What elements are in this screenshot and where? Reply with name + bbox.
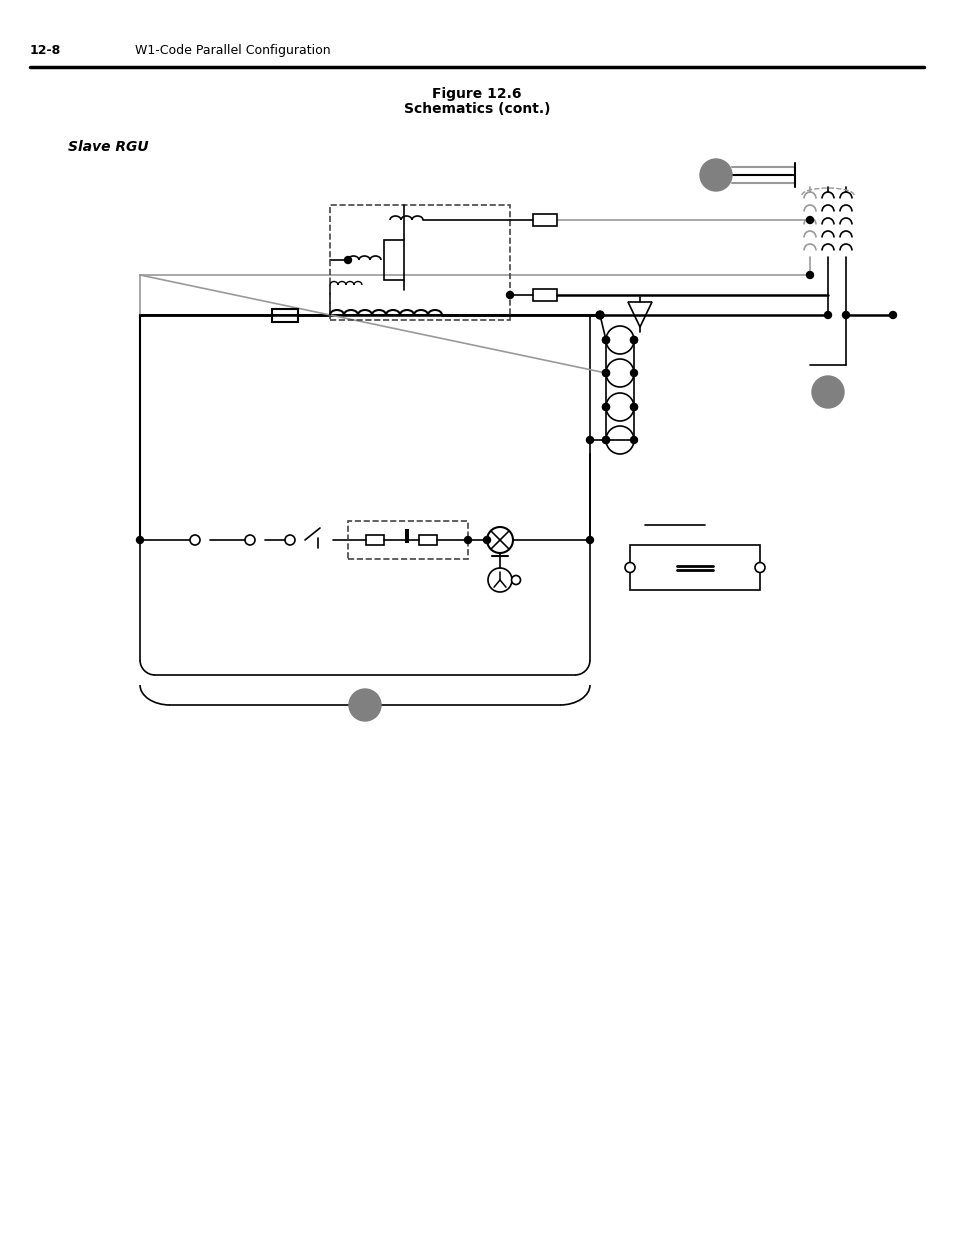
Circle shape (811, 375, 843, 408)
Circle shape (285, 535, 294, 545)
Circle shape (700, 159, 731, 191)
Bar (418, 535, 436, 545)
Bar (533, 214, 557, 226)
Text: Schematics (cont.): Schematics (cont.) (403, 103, 550, 116)
Text: 12-8: 12-8 (30, 44, 61, 57)
Bar (629, 545, 760, 590)
Circle shape (630, 336, 637, 343)
Circle shape (630, 436, 637, 443)
Circle shape (344, 257, 351, 263)
Bar (366, 535, 384, 545)
Circle shape (805, 272, 813, 279)
Circle shape (630, 404, 637, 410)
Bar (272, 309, 297, 321)
Circle shape (586, 436, 593, 443)
Circle shape (754, 562, 764, 573)
Circle shape (506, 291, 513, 299)
Circle shape (602, 336, 609, 343)
Circle shape (602, 404, 609, 410)
Text: Figure 12.6: Figure 12.6 (432, 86, 521, 101)
Circle shape (805, 216, 813, 224)
Bar (533, 289, 557, 301)
Circle shape (624, 562, 635, 573)
Bar (330, 205, 510, 320)
Bar (405, 529, 409, 543)
Circle shape (190, 535, 200, 545)
Circle shape (602, 436, 609, 443)
Bar (384, 240, 403, 280)
Circle shape (602, 436, 609, 443)
Circle shape (586, 536, 593, 543)
Circle shape (602, 369, 609, 377)
Bar (348, 521, 468, 559)
Circle shape (630, 404, 637, 410)
Circle shape (630, 336, 637, 343)
Circle shape (596, 311, 603, 319)
Circle shape (841, 311, 848, 319)
Circle shape (136, 536, 143, 543)
Circle shape (888, 311, 896, 319)
Circle shape (464, 536, 471, 543)
Circle shape (349, 689, 380, 721)
Circle shape (602, 336, 609, 343)
Circle shape (630, 369, 637, 377)
Circle shape (511, 576, 520, 584)
Circle shape (245, 535, 254, 545)
Text: Slave RGU: Slave RGU (68, 140, 149, 154)
Circle shape (602, 369, 609, 377)
Circle shape (602, 404, 609, 410)
Circle shape (823, 311, 831, 319)
Circle shape (483, 536, 490, 543)
Text: W1-Code Parallel Configuration: W1-Code Parallel Configuration (135, 44, 331, 57)
